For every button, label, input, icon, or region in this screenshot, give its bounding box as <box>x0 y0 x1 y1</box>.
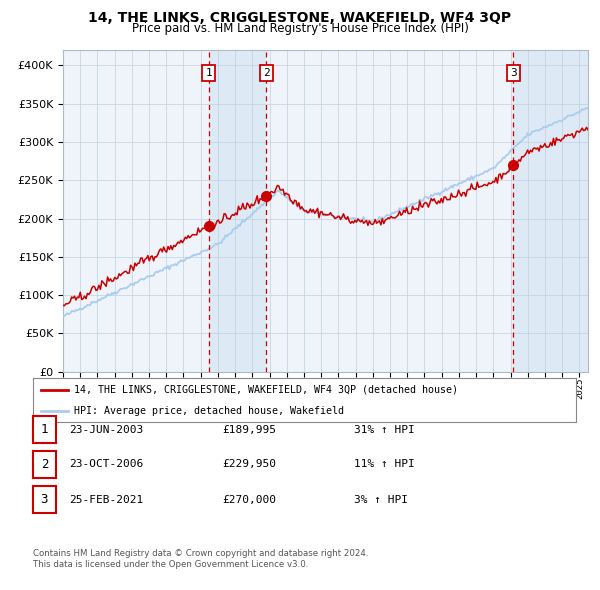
Text: 3: 3 <box>510 68 517 78</box>
Text: £229,950: £229,950 <box>222 460 276 469</box>
Text: £270,000: £270,000 <box>222 495 276 504</box>
Text: Contains HM Land Registry data © Crown copyright and database right 2024.: Contains HM Land Registry data © Crown c… <box>33 549 368 558</box>
Text: HPI: Average price, detached house, Wakefield: HPI: Average price, detached house, Wake… <box>74 406 344 416</box>
Text: 3: 3 <box>41 493 48 506</box>
Text: This data is licensed under the Open Government Licence v3.0.: This data is licensed under the Open Gov… <box>33 560 308 569</box>
Text: 2: 2 <box>263 68 269 78</box>
Text: 1: 1 <box>205 68 212 78</box>
Bar <box>209 50 266 372</box>
Text: 23-JUN-2003: 23-JUN-2003 <box>69 425 143 434</box>
Text: 3% ↑ HPI: 3% ↑ HPI <box>354 495 408 504</box>
Text: 11% ↑ HPI: 11% ↑ HPI <box>354 460 415 469</box>
Text: 2: 2 <box>41 458 48 471</box>
Text: Price paid vs. HM Land Registry's House Price Index (HPI): Price paid vs. HM Land Registry's House … <box>131 22 469 35</box>
Text: 23-OCT-2006: 23-OCT-2006 <box>69 460 143 469</box>
Text: 14, THE LINKS, CRIGGLESTONE, WAKEFIELD, WF4 3QP: 14, THE LINKS, CRIGGLESTONE, WAKEFIELD, … <box>88 11 512 25</box>
Text: £189,995: £189,995 <box>222 425 276 434</box>
Bar <box>513 50 588 372</box>
Text: 14, THE LINKS, CRIGGLESTONE, WAKEFIELD, WF4 3QP (detached house): 14, THE LINKS, CRIGGLESTONE, WAKEFIELD, … <box>74 385 458 395</box>
Text: 25-FEB-2021: 25-FEB-2021 <box>69 495 143 504</box>
Text: 31% ↑ HPI: 31% ↑ HPI <box>354 425 415 434</box>
Text: 1: 1 <box>41 423 48 436</box>
